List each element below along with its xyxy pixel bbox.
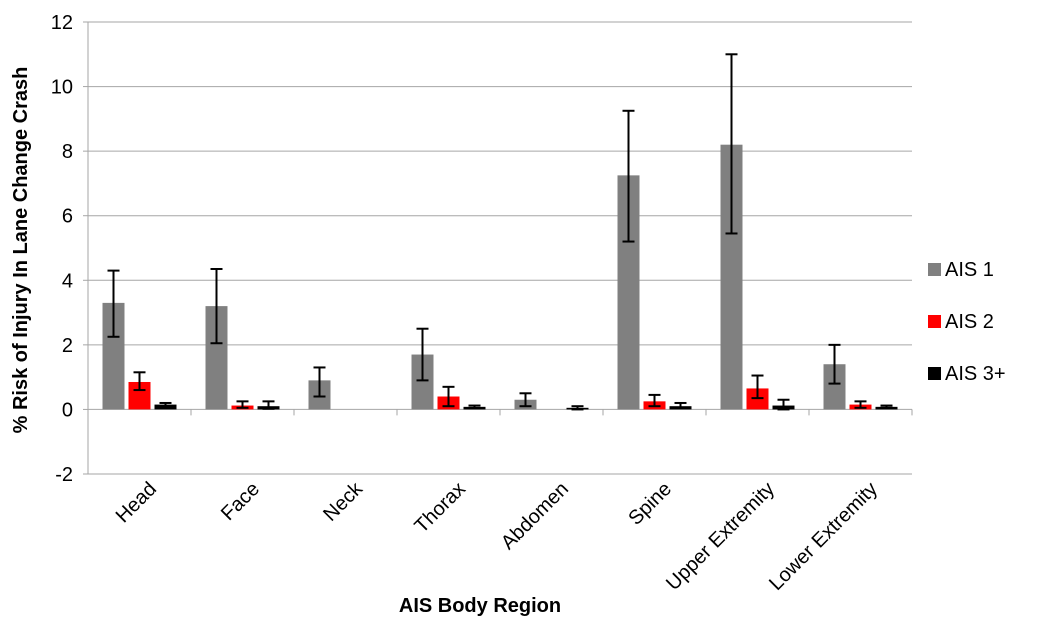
legend-swatch <box>928 367 941 380</box>
bar-ais-1-thorax <box>411 354 434 410</box>
y-tick-label: -2 <box>55 464 73 486</box>
y-tick-label: 4 <box>62 270 73 292</box>
x-tick-label: Head <box>112 478 161 527</box>
bar-ais-1-lower-extremity <box>823 364 846 410</box>
bar-ais-2-head <box>128 381 151 410</box>
tick-labels: -2 0 2 4 6 8 10 12 Head Face Neck Thorax Abdomen Spin… <box>51 12 882 595</box>
y-tick-label: 10 <box>51 77 73 99</box>
x-tick-label: Abdomen <box>497 478 573 554</box>
bar-ais-1-upper-extremity <box>720 144 743 410</box>
y-axis-title: % Risk of Injury In Lane Change Crash <box>10 67 32 434</box>
y-tick-label: 12 <box>51 12 73 34</box>
y-tick-label: 6 <box>62 206 73 228</box>
bar-ais-1-head <box>102 302 125 410</box>
legend-label: AIS 2 <box>945 311 994 333</box>
bar-ais-1-spine <box>617 175 640 410</box>
y-tick-label: 8 <box>62 141 73 163</box>
legend-swatch <box>928 315 941 328</box>
legend-label: AIS 3+ <box>945 363 1006 385</box>
legend: AIS 1 AIS 2 AIS 3+ <box>928 259 1006 385</box>
x-tick-label: Neck <box>319 477 367 525</box>
x-tick-label: Thorax <box>410 478 470 538</box>
bars <box>102 144 898 410</box>
y-tick-label: 2 <box>62 335 73 357</box>
legend-label: AIS 1 <box>945 259 994 281</box>
x-tick-label: Spine <box>624 478 676 530</box>
y-tick-label: 0 <box>62 399 73 421</box>
x-tick-label: Upper Extremity <box>662 478 779 595</box>
x-tick-label: Face <box>217 478 264 525</box>
x-tick-label: Lower Extremity <box>765 478 882 595</box>
error-bars <box>107 53 893 411</box>
bar-ais-1-face <box>205 306 228 410</box>
x-axis-title: AIS Body Region <box>399 595 561 617</box>
legend-swatch <box>928 263 941 276</box>
